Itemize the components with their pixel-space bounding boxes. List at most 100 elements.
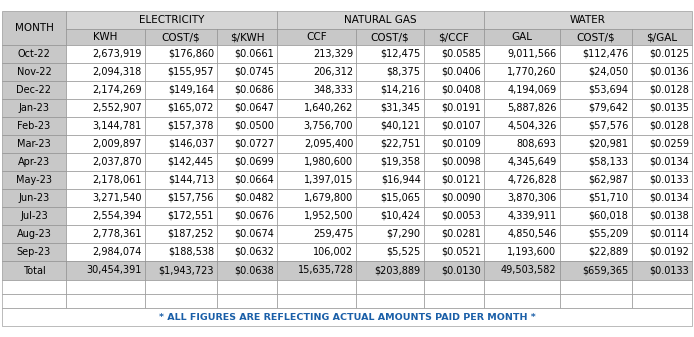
- Text: $0.0134: $0.0134: [650, 193, 689, 203]
- Bar: [356, 294, 423, 308]
- Text: 3,756,700: 3,756,700: [304, 121, 353, 131]
- Bar: [278, 225, 356, 243]
- Bar: [484, 45, 559, 63]
- Text: 2,554,394: 2,554,394: [92, 211, 142, 221]
- Text: 5,887,826: 5,887,826: [507, 103, 557, 113]
- Text: 2,009,897: 2,009,897: [92, 139, 142, 149]
- Bar: [145, 45, 217, 63]
- Bar: [217, 189, 278, 207]
- Bar: [66, 45, 145, 63]
- Bar: [2, 171, 66, 189]
- Bar: [217, 243, 278, 261]
- Text: $0.0130: $0.0130: [441, 266, 481, 276]
- Bar: [484, 81, 559, 99]
- Bar: [632, 45, 692, 63]
- Bar: [278, 207, 356, 225]
- Bar: [559, 225, 632, 243]
- Text: $0.0500: $0.0500: [235, 121, 274, 131]
- Text: $149,164: $149,164: [168, 85, 214, 95]
- Bar: [2, 63, 66, 81]
- Bar: [278, 81, 356, 99]
- Bar: [145, 81, 217, 99]
- Text: 3,144,781: 3,144,781: [92, 121, 142, 131]
- Text: $0.0136: $0.0136: [650, 67, 689, 77]
- Bar: [423, 207, 484, 225]
- Bar: [278, 243, 356, 261]
- Bar: [145, 153, 217, 171]
- Text: 106,002: 106,002: [313, 247, 353, 257]
- Bar: [632, 63, 692, 81]
- Bar: [66, 153, 145, 171]
- Bar: [145, 189, 217, 207]
- Bar: [145, 294, 217, 308]
- Text: 213,329: 213,329: [313, 49, 353, 59]
- Text: $51,710: $51,710: [589, 193, 629, 203]
- Text: $60,018: $60,018: [589, 211, 629, 221]
- Text: WATER: WATER: [570, 15, 606, 25]
- Bar: [632, 99, 692, 117]
- Bar: [66, 243, 145, 261]
- Text: 4,194,069: 4,194,069: [507, 85, 557, 95]
- Text: 1,770,260: 1,770,260: [507, 67, 557, 77]
- Text: 4,504,326: 4,504,326: [507, 121, 557, 131]
- Text: 4,726,828: 4,726,828: [507, 175, 557, 185]
- Bar: [217, 99, 278, 117]
- Bar: [484, 153, 559, 171]
- Text: $0.0128: $0.0128: [649, 121, 689, 131]
- Text: $0.0676: $0.0676: [235, 211, 274, 221]
- Bar: [423, 63, 484, 81]
- Bar: [423, 29, 484, 45]
- Text: $0.0098: $0.0098: [441, 157, 481, 167]
- Text: $0.0125: $0.0125: [649, 49, 689, 59]
- Bar: [559, 29, 632, 45]
- Text: COST/$: COST/$: [371, 32, 409, 42]
- Text: $0.0686: $0.0686: [235, 85, 274, 95]
- Text: 15,635,728: 15,635,728: [298, 266, 353, 276]
- Bar: [356, 171, 423, 189]
- Bar: [66, 81, 145, 99]
- Bar: [423, 117, 484, 135]
- Text: $5,525: $5,525: [387, 247, 421, 257]
- Bar: [66, 63, 145, 81]
- Bar: [2, 189, 66, 207]
- Text: $14,216: $14,216: [381, 85, 421, 95]
- Bar: [632, 243, 692, 261]
- Bar: [423, 45, 484, 63]
- Text: 2,178,061: 2,178,061: [92, 175, 142, 185]
- Text: 2,552,907: 2,552,907: [92, 103, 142, 113]
- Bar: [2, 153, 66, 171]
- Text: $187,252: $187,252: [167, 229, 214, 239]
- Bar: [632, 225, 692, 243]
- Bar: [278, 294, 356, 308]
- Text: 3,870,306: 3,870,306: [507, 193, 557, 203]
- Bar: [423, 294, 484, 308]
- Text: 1,193,600: 1,193,600: [507, 247, 557, 257]
- Bar: [632, 280, 692, 294]
- Bar: [278, 280, 356, 294]
- Bar: [278, 45, 356, 63]
- Text: $0.0192: $0.0192: [649, 247, 689, 257]
- Text: MONTH: MONTH: [15, 23, 53, 33]
- Bar: [356, 99, 423, 117]
- Bar: [66, 225, 145, 243]
- Text: Sep-23: Sep-23: [17, 247, 51, 257]
- Bar: [217, 207, 278, 225]
- Text: 808,693: 808,693: [517, 139, 557, 149]
- Bar: [356, 63, 423, 81]
- Bar: [2, 135, 66, 153]
- Bar: [278, 29, 356, 45]
- Bar: [145, 63, 217, 81]
- Bar: [217, 81, 278, 99]
- Text: 348,333: 348,333: [314, 85, 353, 95]
- Text: Total: Total: [23, 266, 45, 276]
- Bar: [559, 99, 632, 117]
- Text: $0.0745: $0.0745: [235, 67, 274, 77]
- Text: $144,713: $144,713: [168, 175, 214, 185]
- Bar: [423, 243, 484, 261]
- Bar: [145, 171, 217, 189]
- Text: $/GAL: $/GAL: [646, 32, 677, 42]
- Bar: [484, 171, 559, 189]
- Text: $203,889: $203,889: [375, 266, 421, 276]
- Bar: [66, 99, 145, 117]
- Bar: [217, 117, 278, 135]
